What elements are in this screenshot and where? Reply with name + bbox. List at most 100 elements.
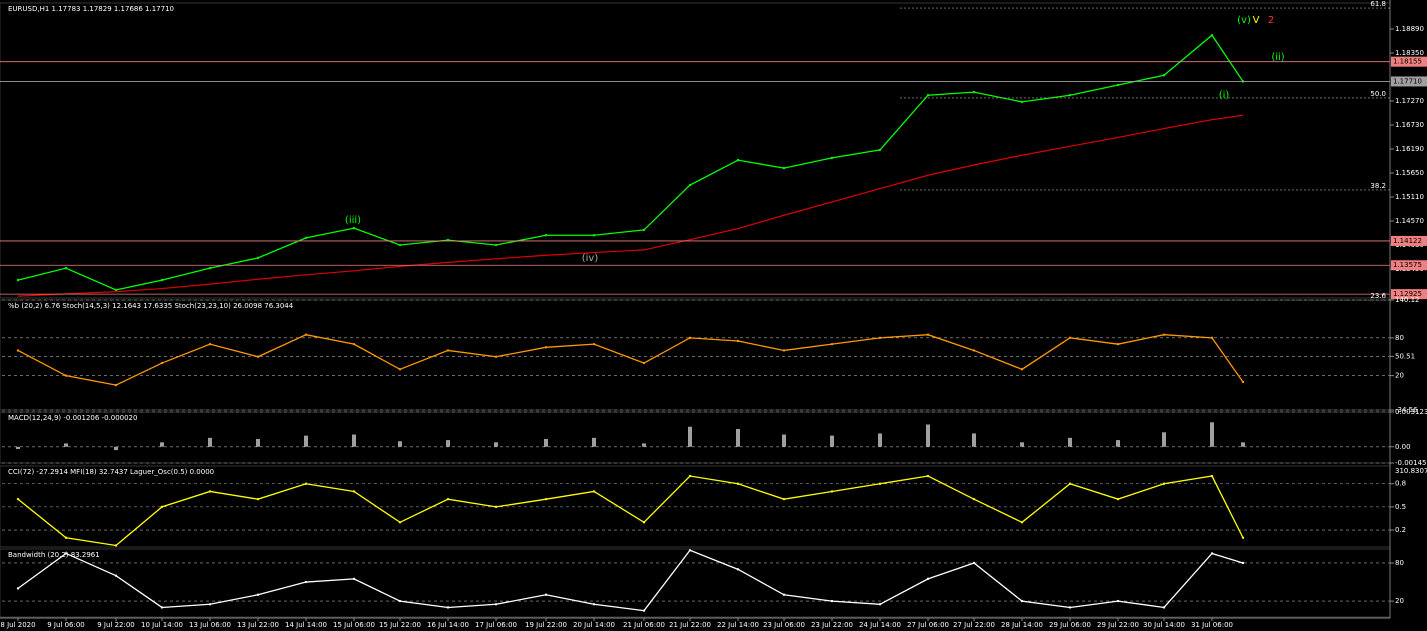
data-point [736, 158, 740, 162]
price-tag-label: 1.13575 [1393, 261, 1422, 269]
data-point [1116, 83, 1120, 87]
x-tick-label: 9 Jul 22:00 [97, 621, 135, 629]
x-tick-label: 16 Jul 14:00 [427, 621, 469, 629]
y-tick-label: 0.2 [1395, 526, 1406, 534]
x-tick-label: 27 Jul 06:00 [907, 621, 949, 629]
data-point [972, 349, 976, 352]
data-point [688, 549, 692, 552]
price-tag [1391, 76, 1427, 87]
series-line [17, 549, 1244, 612]
data-point [16, 278, 20, 282]
data-point [1162, 74, 1166, 77]
data-point [1162, 482, 1166, 485]
data-point [830, 490, 834, 493]
data-point [878, 603, 882, 606]
price-tag-label: 1.14122 [1393, 237, 1422, 245]
data-point [592, 603, 596, 606]
data-point [208, 266, 212, 270]
x-tick-label: 22 Jul 14:00 [717, 621, 759, 629]
bar [688, 426, 692, 447]
data-point [446, 606, 450, 609]
wave-label: V [1253, 15, 1260, 26]
price-tag [1391, 260, 1427, 271]
x-tick-label: 31 Jul 06:00 [1191, 621, 1233, 629]
panel-title: CCI(72) -27.2914 MFI(18) 32.7437 Laguer_… [8, 468, 214, 476]
x-tick-label: 27 Jul 22:00 [953, 621, 995, 629]
panel [0, 548, 1391, 618]
data-point [1020, 599, 1024, 603]
data-point [160, 505, 164, 509]
bar [1162, 432, 1166, 447]
data-point [592, 342, 596, 346]
data-point [544, 234, 548, 237]
x-tick-label: 10 Jul 14:00 [141, 621, 183, 629]
x-tick-label: 28 Jul 14:00 [1001, 621, 1043, 629]
x-tick-label: 21 Jul 06:00 [623, 621, 665, 629]
data-point [1116, 342, 1120, 346]
fib-label: 61.8 [1370, 0, 1386, 8]
bar [544, 438, 548, 447]
data-point [16, 587, 20, 590]
data-point [830, 599, 834, 603]
data-point [1116, 497, 1120, 501]
data-point [304, 333, 308, 336]
bar [114, 446, 118, 451]
data-point [1210, 552, 1214, 555]
bar [642, 443, 646, 447]
bar [878, 433, 882, 447]
data-point [736, 568, 740, 571]
wave-label: (iii) [345, 215, 361, 226]
data-point [208, 342, 212, 346]
bar [304, 435, 308, 447]
x-tick-label: 29 Jul 22:00 [1097, 621, 1139, 629]
y-tick-label: 20 [1395, 597, 1404, 605]
y-tick-label: 80 [1395, 334, 1404, 342]
data-point [926, 474, 930, 478]
bar [972, 433, 976, 447]
data-point [446, 497, 450, 501]
data-point [16, 349, 20, 352]
data-point [352, 577, 356, 581]
data-point [114, 544, 118, 547]
data-point [972, 561, 976, 565]
price-tag [1391, 235, 1427, 246]
x-tick-label: 13 Jul 22:00 [237, 621, 279, 629]
y-tick-label: 80 [1395, 559, 1404, 567]
y-tick-label: 140.12 [1395, 296, 1420, 304]
x-tick-label: 29 Jul 06:00 [1049, 621, 1091, 629]
x-tick-label: 13 Jul 06:00 [189, 621, 231, 629]
panel-title: MACD(12,24,9) -0.001206 -0.000020 [8, 414, 137, 422]
y-tick-label: 1.16730 [1395, 121, 1424, 129]
data-point [544, 593, 548, 596]
data-point [782, 593, 786, 596]
data-point [304, 236, 308, 240]
y-tick-label: 0.003123 [1395, 408, 1427, 416]
data-point [352, 490, 356, 493]
y-tick-label: -34.56 [1395, 406, 1418, 414]
data-point [1068, 482, 1072, 485]
data-point [688, 474, 692, 478]
data-point [114, 383, 118, 387]
data-point [1020, 368, 1024, 371]
y-tick-label: 1.17270 [1395, 97, 1424, 105]
data-point [64, 266, 68, 270]
data-point [64, 536, 68, 539]
x-tick-label: 30 Jul 14:00 [1143, 621, 1185, 629]
data-point [1068, 606, 1072, 609]
x-tick-label: 20 Jul 14:00 [573, 621, 615, 629]
y-tick-label: 1.15110 [1395, 193, 1424, 201]
bar [16, 446, 20, 450]
data-point [878, 148, 882, 152]
y-tick-label: 1.18890 [1395, 25, 1424, 33]
price-tag [1391, 289, 1427, 300]
x-tick-label: 23 Jul 06:00 [763, 621, 805, 629]
data-point [160, 361, 164, 365]
data-point [688, 183, 692, 187]
data-point [256, 355, 260, 358]
x-tick-label: 23 Jul 22:00 [811, 621, 853, 629]
data-point [64, 552, 68, 555]
x-tick-label: 15 Jul 06:00 [333, 621, 375, 629]
data-point [304, 580, 308, 584]
data-point [446, 349, 450, 352]
data-point [782, 349, 786, 352]
